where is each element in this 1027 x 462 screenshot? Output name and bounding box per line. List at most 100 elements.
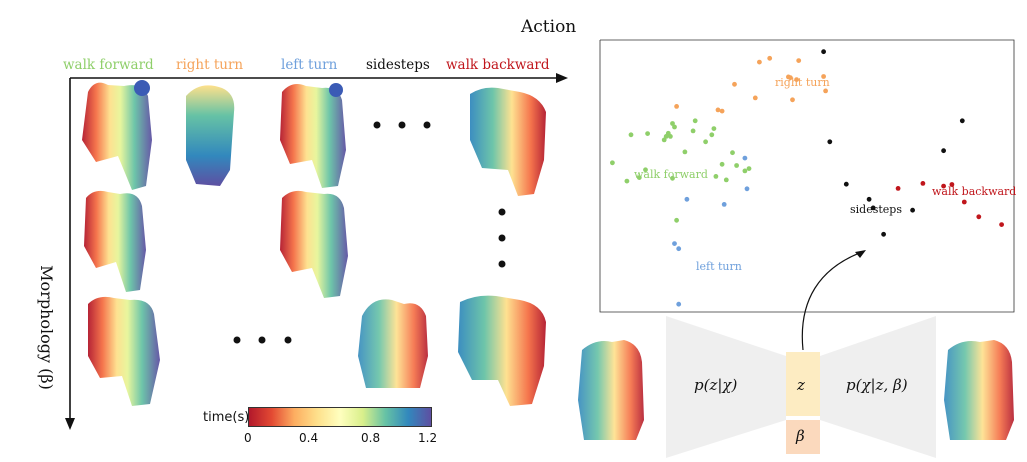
colorbar-title: time(s)	[203, 410, 250, 425]
latent-arrow	[801, 251, 863, 351]
scatter-point-right-turn-1	[715, 107, 721, 113]
morphology-beta-label: β	[796, 427, 805, 445]
scatter-point-walk-forward-4	[643, 167, 648, 173]
scatter-point-walk-forward-25	[742, 168, 748, 174]
decoder-label: p(χ|z, β)	[846, 376, 908, 394]
scatter-point-walk-forward-11	[663, 134, 669, 139]
latent-z-label: z	[797, 376, 805, 394]
scatter-point-walk-backward-0	[895, 186, 901, 191]
scatter-point-walk-backward-5	[976, 214, 982, 220]
scatter-label-walk-forward: walk forward	[634, 168, 708, 181]
scatter-point-walk-backward-1	[920, 181, 926, 186]
scatter-point-walk-backward-4	[961, 199, 967, 205]
scatter-point-walk-forward-1	[624, 178, 630, 184]
scatter-point-right-turn-11	[796, 58, 802, 63]
scatter-point-walk-backward-6	[999, 222, 1004, 228]
scatter-point-walk-forward-7	[668, 134, 673, 139]
encoder-shape	[666, 316, 786, 458]
colorbar	[248, 407, 432, 427]
scatter-point-sidesteps-2	[843, 181, 849, 187]
figure-walk-forward-1	[82, 80, 152, 190]
scatter-point-sidesteps-6	[910, 207, 915, 213]
scatter-point-sidesteps-7	[941, 148, 946, 154]
scatter-point-walk-forward-8	[670, 121, 675, 126]
scatter-point-walk-forward-9	[672, 124, 677, 130]
scatter-point-walk-forward-3	[636, 175, 642, 181]
decoder-shape	[820, 316, 936, 458]
scatter-point-walk-forward-5	[645, 131, 650, 137]
figure-sidesteps-3	[358, 299, 428, 388]
figure-left-turn-1	[280, 83, 346, 188]
scatter-point-walk-forward-18	[711, 126, 717, 131]
scatter-point-sidesteps-4	[870, 205, 876, 211]
latent-z-box	[786, 352, 820, 416]
scatter-point-left-turn-2	[676, 301, 682, 307]
scatter-point-walk-forward-22	[723, 177, 729, 183]
scatter-point-walk-forward-19	[709, 132, 715, 138]
scatter-point-right-turn-5	[757, 59, 762, 65]
scatter-point-sidesteps-1	[827, 139, 833, 145]
scatter-point-walk-forward-0	[610, 160, 615, 166]
action-label-walk-backward: walk backward	[446, 57, 550, 73]
scatter-point-left-turn-3	[684, 196, 690, 202]
scatter-point-sidesteps-0	[821, 49, 826, 55]
scatter-point-walk-backward-2	[941, 183, 946, 189]
scatter-point-right-turn-9	[790, 97, 795, 103]
figure-right-turn-1	[186, 85, 235, 186]
scatter-point-right-turn-8	[788, 75, 793, 81]
scatter-point-right-turn-13	[823, 88, 828, 94]
scatter-label-right-turn: right turn	[775, 76, 830, 89]
figure-walk-backward-1	[470, 87, 546, 196]
x-axis-title: Action	[521, 17, 577, 37]
input-motion-figure	[578, 340, 644, 440]
scatter-point-right-turn-12	[821, 74, 826, 79]
scatter-point-walk-forward-2	[628, 132, 634, 138]
scatter-point-left-turn-6	[744, 186, 750, 192]
figure-walk-forward-2	[84, 190, 146, 292]
scatter-point-walk-forward-21	[719, 161, 725, 167]
scatter-point-right-turn-6	[767, 55, 773, 61]
ellipsis-dots	[233, 121, 506, 344]
encoder-label: p(z|χ)	[694, 376, 738, 394]
scatter-point-walk-forward-10	[661, 137, 667, 143]
scatter-point-walk-forward-12	[670, 175, 675, 181]
colorbar-tick-2: 0.8	[361, 431, 381, 445]
scatter-point-walk-forward-14	[682, 149, 688, 155]
scatter-label-walk-backward: walk backward	[932, 185, 1017, 198]
action-label-sidesteps: sidesteps	[366, 57, 430, 73]
scatter-point-walk-forward-26	[746, 166, 752, 172]
colorbar-tick-0: 0	[244, 431, 252, 445]
morphology-beta-box	[786, 420, 820, 454]
scatter-point-right-turn-2	[719, 108, 725, 114]
scatter-point-left-turn-5	[742, 155, 748, 161]
scatter-point-left-turn-1	[676, 246, 682, 252]
figure-left-turn-2	[280, 190, 348, 298]
colorbar-tick-3: 1.2	[418, 431, 438, 445]
scatter-point-right-turn-10	[794, 77, 799, 82]
output-motion-figure	[944, 340, 1014, 440]
scatter-frame	[599, 39, 1015, 313]
colorbar-tick-1: 0.4	[299, 431, 319, 445]
scatter-point-right-turn-4	[752, 95, 758, 101]
scatter-point-right-turn-3	[732, 81, 737, 87]
scatter-point-walk-forward-20	[713, 174, 719, 179]
scatter-point-walk-forward-23	[730, 150, 735, 156]
scatter-point-walk-forward-16	[692, 118, 698, 124]
scatter-point-left-turn-0	[672, 241, 677, 247]
scatter-point-sidesteps-5	[881, 231, 886, 237]
scatter-point-right-turn-0	[674, 104, 679, 109]
scatter-point-walk-forward-24	[734, 163, 739, 168]
figure-walk-forward-3	[88, 296, 160, 406]
scatter-point-walk-forward-13	[674, 217, 679, 223]
scatter-point-walk-forward-15	[690, 128, 696, 134]
figure-walk-backward-3	[458, 295, 546, 406]
scatter-label-left-turn: left turn	[696, 260, 742, 273]
scatter-label-sidesteps: sidesteps	[850, 203, 902, 216]
scatter-point-walk-forward-17	[703, 139, 708, 145]
action-label-walk-forward: walk forward	[63, 57, 154, 73]
action-label-left-turn: left turn	[281, 57, 338, 73]
